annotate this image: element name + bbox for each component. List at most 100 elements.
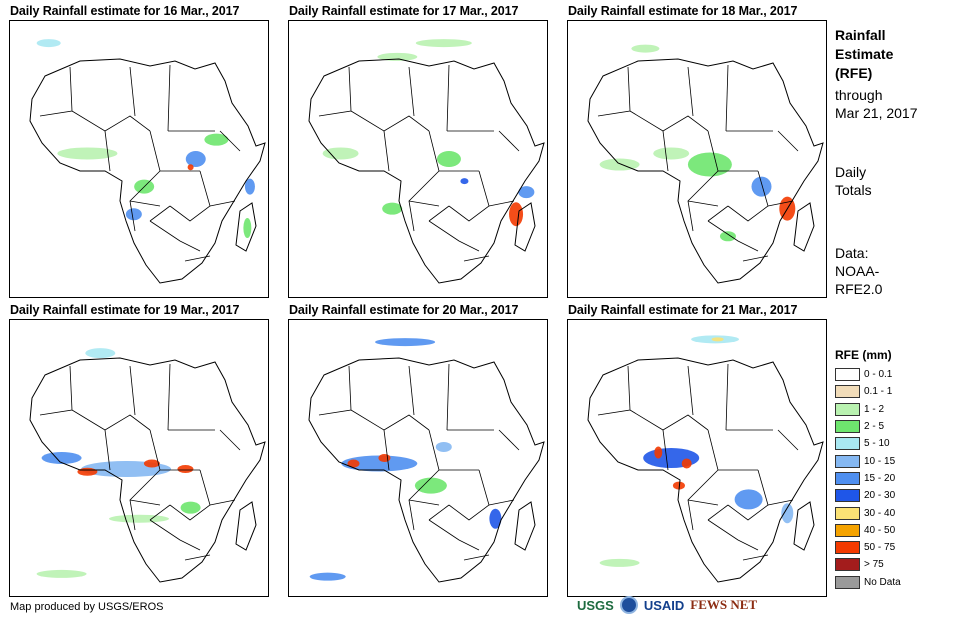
africa-map: [308, 39, 545, 284]
country-border: [149, 519, 201, 551]
legend-title: RFE (mm): [835, 348, 892, 362]
map-panel-18: [567, 20, 827, 298]
rain-area: [309, 572, 346, 581]
rain-area: [781, 503, 794, 524]
legend-label: 50 - 75: [864, 542, 896, 554]
rain-area: [681, 458, 692, 469]
rain-area: [36, 39, 61, 48]
rain-area: [719, 231, 736, 242]
africa-map: [587, 335, 824, 583]
rain-area: [653, 147, 690, 160]
country-border: [167, 363, 171, 431]
through-block: through Mar 21, 2017: [835, 86, 918, 122]
rain-area: [378, 454, 391, 462]
rain-area: [751, 176, 772, 197]
usaid-logo: USAID: [643, 597, 685, 613]
legend-swatch: [835, 471, 860, 485]
rain-area: [687, 152, 732, 177]
country-border: [629, 409, 709, 431]
legend-label: 20 - 30: [864, 490, 896, 502]
country-border: [463, 554, 490, 561]
rain-area: [518, 186, 535, 199]
country-border: [167, 64, 171, 132]
country-border: [350, 110, 430, 132]
country-border: [104, 130, 111, 172]
madagascar-outline: [235, 202, 257, 252]
legend-item: 30 - 40: [835, 504, 901, 521]
country-border: [488, 499, 515, 506]
rain-area: [109, 514, 169, 523]
legend-swatch: [835, 368, 860, 382]
country-border: [727, 170, 769, 222]
country-border: [149, 205, 171, 222]
country-border: [383, 130, 390, 172]
country-border: [687, 499, 719, 506]
noaa-logo: [619, 596, 638, 614]
rain-area: [631, 44, 660, 53]
panel-title-20: Daily Rainfall estimate for 20 Mar., 201…: [289, 303, 519, 317]
logo-strip: USGS USAID FEWS NET: [577, 596, 757, 614]
rain-area: [347, 459, 360, 468]
legend-item: 15 - 20: [835, 470, 901, 487]
country-border: [742, 255, 769, 262]
country-border: [71, 110, 151, 132]
rain-area: [36, 569, 87, 578]
rain-area: [77, 467, 98, 476]
legend-label: 5 - 10: [864, 438, 890, 450]
coastline: [308, 357, 545, 583]
legend-swatch: [835, 506, 860, 520]
legend-item: 50 - 75: [835, 539, 901, 556]
country-border: [104, 429, 111, 471]
fewsnet-logo: FEWS NET: [690, 597, 758, 612]
country-border: [428, 504, 450, 521]
coastline: [587, 58, 824, 284]
map-credit: Map produced by USGS/EROS: [10, 601, 164, 613]
rain-area: [185, 151, 206, 167]
usgs-logo: USGS: [577, 597, 614, 613]
country-border: [446, 64, 450, 132]
madagascar-outline: [235, 501, 257, 551]
rain-area: [711, 337, 724, 342]
legend-item: 5 - 10: [835, 435, 901, 452]
land-fill: [588, 358, 823, 582]
country-border: [777, 130, 799, 152]
country-border: [687, 66, 694, 117]
rain-area: [85, 348, 116, 359]
country-border: [662, 429, 669, 471]
legend-swatch: [835, 420, 860, 434]
madagascar-outline: [514, 501, 536, 551]
legend-label: 2 - 5: [864, 421, 885, 433]
country-border: [383, 429, 390, 471]
country-border: [149, 504, 171, 521]
legend-label: 0.1 - 1: [864, 386, 893, 398]
country-border: [169, 469, 211, 521]
map-panel-20: [288, 319, 548, 597]
legend-label: 40 - 50: [864, 524, 896, 536]
country-border: [428, 220, 480, 252]
legend-swatch: [835, 437, 860, 451]
rain-area: [460, 178, 469, 185]
panel-title-19: Daily Rainfall estimate for 19 Mar., 201…: [10, 303, 240, 317]
data-label: Data:: [835, 245, 869, 261]
country-border: [428, 205, 450, 222]
country-border: [350, 409, 430, 431]
legend-swatch: [835, 523, 860, 537]
country-border: [129, 66, 136, 117]
daily-label: Daily: [835, 164, 867, 180]
title-line-1: Rainfall: [835, 27, 886, 43]
data-source-block: Data: NOAA- RFE2.0: [835, 244, 882, 298]
rain-area: [204, 133, 229, 146]
through-label: through: [835, 87, 883, 103]
rain-area: [177, 465, 194, 474]
data-source-1: NOAA-: [835, 263, 880, 279]
coastline: [29, 58, 266, 284]
country-border: [707, 504, 729, 521]
africa-map: [29, 348, 266, 583]
country-border: [209, 499, 236, 506]
country-border: [219, 429, 241, 451]
legend-item: 0 - 0.1: [835, 366, 901, 383]
legend-label: 15 - 20: [864, 472, 896, 484]
country-border: [149, 220, 201, 252]
panel-title-17: Daily Rainfall estimate for 17 Mar., 201…: [289, 4, 519, 18]
coastline: [308, 58, 545, 284]
